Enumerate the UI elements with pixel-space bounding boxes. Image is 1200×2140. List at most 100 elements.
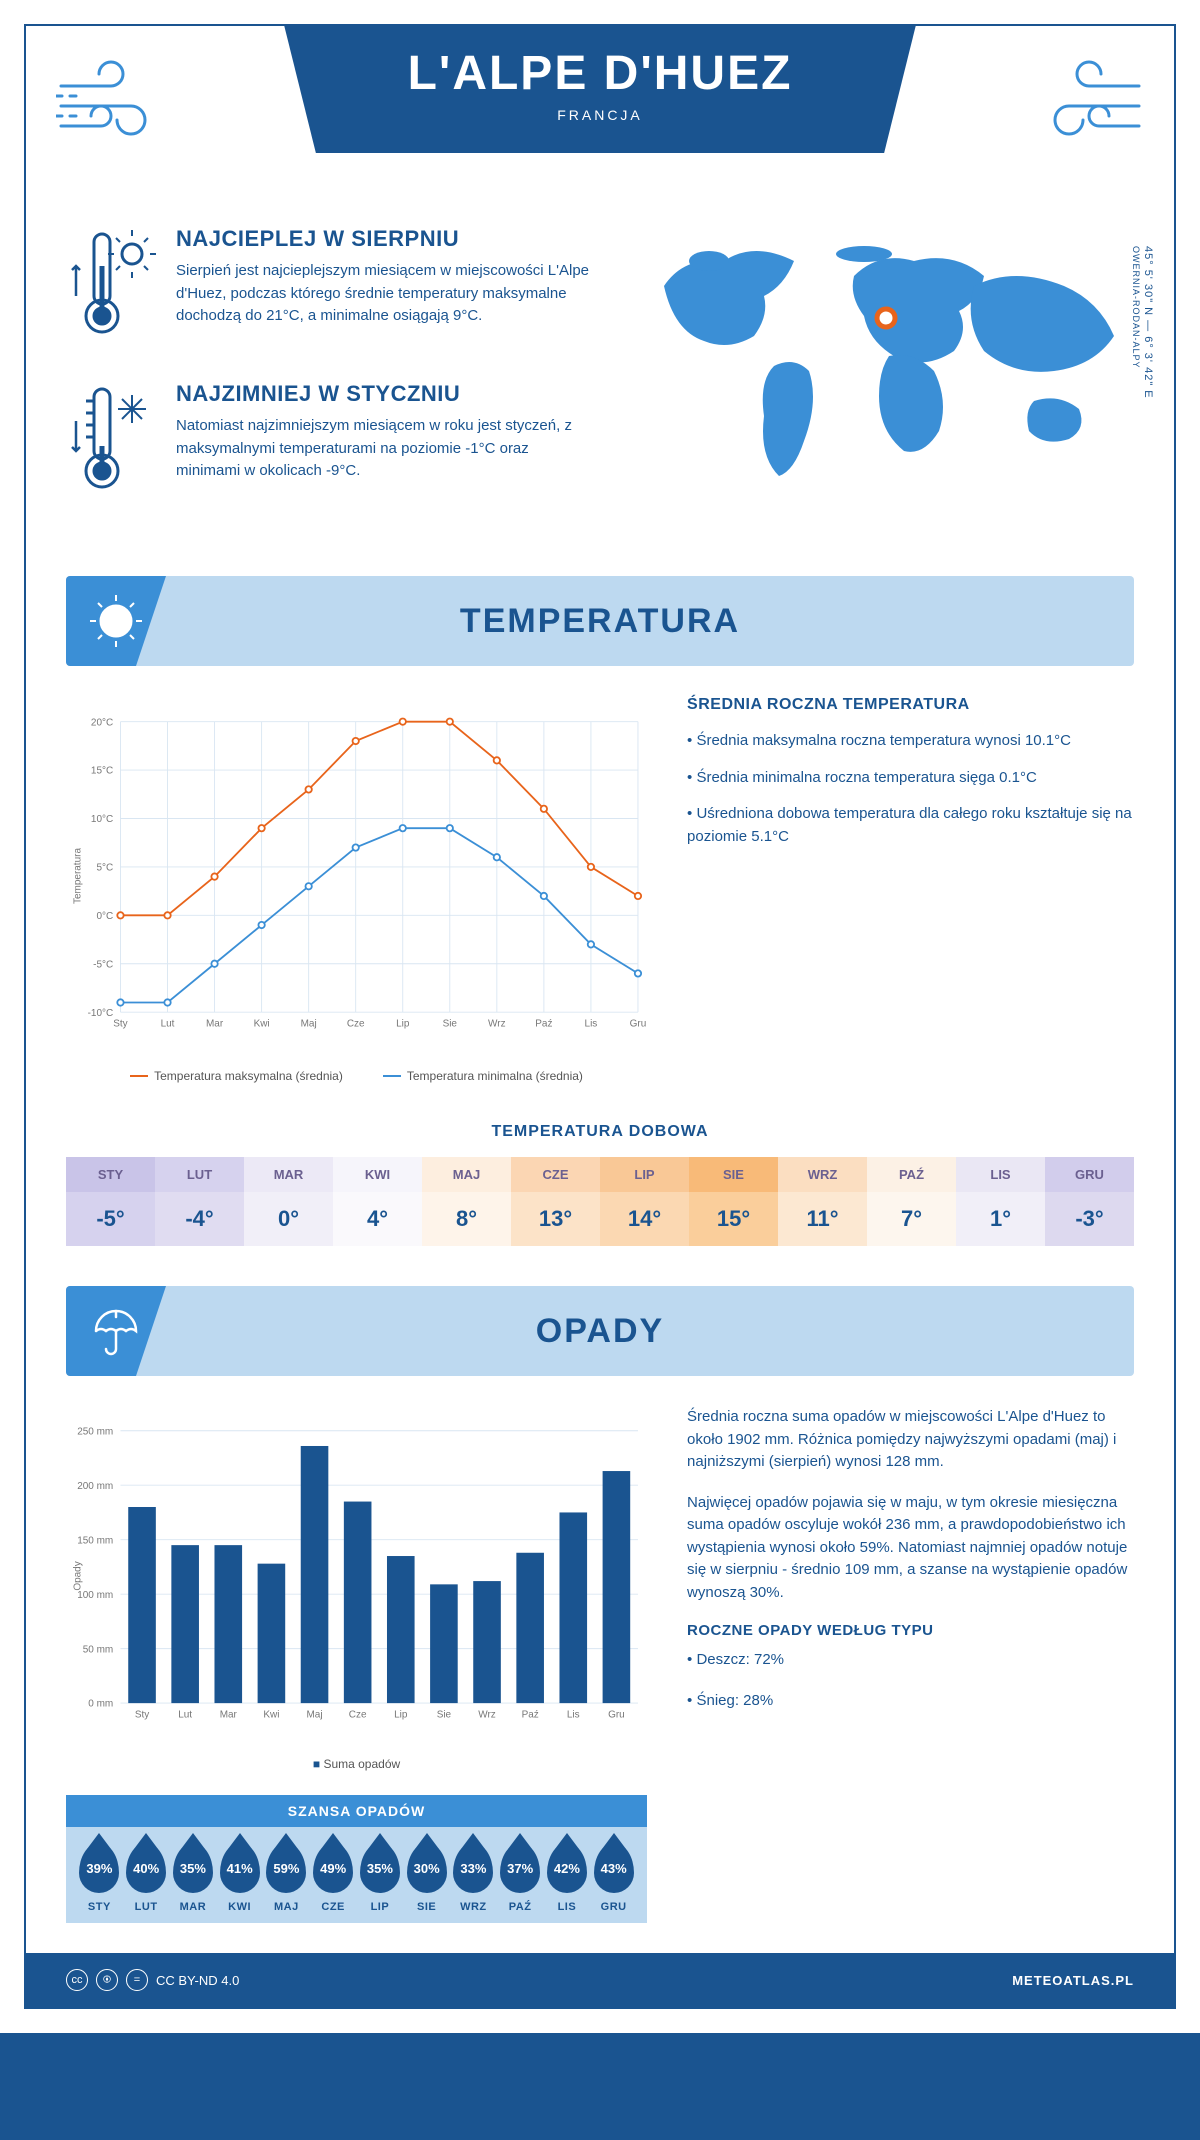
precip-type-title: ROCZNE OPADY WEDŁUG TYPU xyxy=(687,1622,1134,1639)
daily-cell: GRU-3° xyxy=(1045,1157,1134,1246)
daily-cell: STY-5° xyxy=(66,1157,155,1246)
svg-text:0 mm: 0 mm xyxy=(88,1699,113,1710)
svg-text:Lut: Lut xyxy=(178,1710,192,1721)
svg-text:Mar: Mar xyxy=(206,1019,224,1030)
svg-text:Gru: Gru xyxy=(608,1710,625,1721)
cc-icon: cc xyxy=(66,1969,88,1991)
daily-temp-table: STY-5°LUT-4°MAR0°KWI4°MAJ8°CZE13°LIP14°S… xyxy=(66,1157,1134,1246)
temp-bullet: • Średnia minimalna roczna temperatura s… xyxy=(687,767,1134,790)
svg-text:Mar: Mar xyxy=(220,1710,238,1721)
rain-chance-panel: SZANSA OPADÓW 39%STY40%LUT35%MAR41%KWI59… xyxy=(66,1795,647,1923)
svg-text:Cze: Cze xyxy=(347,1019,365,1030)
thermometer-cold-icon xyxy=(66,381,156,506)
precipitation-banner: OPADY xyxy=(66,1286,1134,1376)
svg-text:Wrz: Wrz xyxy=(478,1710,496,1721)
precipitation-chart: 0 mm50 mm100 mm150 mm200 mm250 mmStyLutM… xyxy=(66,1406,647,1923)
brand: METEOATLAS.PL xyxy=(1012,1973,1134,1988)
precip-text: Średnia roczna suma opadów w miejscowośc… xyxy=(687,1406,1134,1474)
rain-chance-drop: 59%MAJ xyxy=(266,1843,306,1913)
daily-cell: CZE13° xyxy=(511,1157,600,1246)
rain-chance-drop: 41%KWI xyxy=(220,1843,260,1913)
rain-chance-drop: 49%CZE xyxy=(313,1843,353,1913)
location-title: L'ALPE D'HUEZ xyxy=(324,46,875,101)
svg-text:Sie: Sie xyxy=(443,1019,458,1030)
daily-cell: LIP14° xyxy=(600,1157,689,1246)
wind-icon-left xyxy=(56,56,186,146)
precipitation-summary: Średnia roczna suma opadów w miejscowośc… xyxy=(687,1406,1134,1923)
daily-cell: PAŹ7° xyxy=(867,1157,956,1246)
rain-chance-drop: 35%LIP xyxy=(360,1843,400,1913)
daily-temp-title: TEMPERATURA DOBOWA xyxy=(26,1123,1174,1141)
temperature-chart: -10°C-5°C0°C5°C10°C15°C20°CStyLutMarKwiM… xyxy=(66,696,647,1083)
svg-text:200 mm: 200 mm xyxy=(77,1481,113,1492)
svg-text:Sie: Sie xyxy=(437,1710,452,1721)
rain-chance-drop: 43%GRU xyxy=(594,1843,634,1913)
svg-text:Maj: Maj xyxy=(306,1710,322,1721)
daily-cell: SIE15° xyxy=(689,1157,778,1246)
svg-text:Kwi: Kwi xyxy=(254,1019,270,1030)
precip-type: • Śnieg: 28% xyxy=(687,1690,1134,1713)
license: cc 🅯 = CC BY-ND 4.0 xyxy=(66,1969,239,1991)
coordinates: 45° 5' 30" N — 6° 3' 42" E OWERNIA-RODAN… xyxy=(1130,246,1154,399)
rain-chance-drop: 42%LIS xyxy=(547,1843,587,1913)
hottest-title: NAJCIEPLEJ W SIERPNIU xyxy=(176,226,594,252)
hottest-block: NAJCIEPLEJ W SIERPNIU Sierpień jest najc… xyxy=(66,226,594,351)
country-label: FRANCJA xyxy=(324,107,875,123)
rain-chance-drop: 40%LUT xyxy=(126,1843,166,1913)
svg-text:20°C: 20°C xyxy=(91,717,113,728)
license-text: CC BY-ND 4.0 xyxy=(156,1973,239,1988)
daily-cell: WRZ11° xyxy=(778,1157,867,1246)
rain-chance-drop: 30%SIE xyxy=(407,1843,447,1913)
coldest-text: Natomiast najzimniejszym miesiącem w rok… xyxy=(176,415,594,483)
umbrella-icon xyxy=(66,1286,166,1376)
svg-text:Lis: Lis xyxy=(567,1710,580,1721)
svg-text:Sty: Sty xyxy=(135,1710,149,1721)
sun-icon xyxy=(66,576,166,666)
temp-bullet: • Średnia maksymalna roczna temperatura … xyxy=(687,730,1134,753)
precipitation-title: OPADY xyxy=(536,1312,664,1351)
svg-text:Lut: Lut xyxy=(161,1019,175,1030)
temperature-summary: ŚREDNIA ROCZNA TEMPERATURA • Średnia mak… xyxy=(687,696,1134,1083)
rain-chance-drop: 39%STY xyxy=(79,1843,119,1913)
hottest-text: Sierpień jest najcieplejszym miesiącem w… xyxy=(176,260,594,328)
temp-chart-legend: Temperatura maksymalna (średnia) Tempera… xyxy=(66,1069,647,1083)
coldest-block: NAJZIMNIEJ W STYCZNIU Natomiast najzimni… xyxy=(66,381,594,506)
nd-icon: = xyxy=(126,1969,148,1991)
svg-text:Maj: Maj xyxy=(301,1019,317,1030)
svg-text:250 mm: 250 mm xyxy=(77,1426,113,1437)
header: L'ALPE D'HUEZ FRANCJA xyxy=(26,26,1174,206)
svg-text:10°C: 10°C xyxy=(91,814,113,825)
daily-cell: MAR0° xyxy=(244,1157,333,1246)
svg-text:-5°C: -5°C xyxy=(93,959,113,970)
daily-cell: LUT-4° xyxy=(155,1157,244,1246)
precip-type: • Deszcz: 72% xyxy=(687,1649,1134,1672)
daily-cell: LIS1° xyxy=(956,1157,1045,1246)
intro-section: NAJCIEPLEJ W SIERPNIU Sierpień jest najc… xyxy=(26,206,1174,576)
rain-chance-drop: 35%MAR xyxy=(173,1843,213,1913)
precip-text: Najwięcej opadów pojawia się w maju, w t… xyxy=(687,1492,1134,1605)
svg-text:-10°C: -10°C xyxy=(88,1008,114,1019)
bar-chart-legend: Suma opadów xyxy=(66,1757,647,1771)
svg-text:150 mm: 150 mm xyxy=(77,1535,113,1546)
svg-text:Kwi: Kwi xyxy=(263,1710,279,1721)
rain-chance-title: SZANSA OPADÓW xyxy=(66,1795,647,1827)
svg-text:Lis: Lis xyxy=(585,1019,598,1030)
temperature-title: TEMPERATURA xyxy=(460,602,740,641)
svg-text:Lip: Lip xyxy=(394,1710,408,1721)
svg-text:50 mm: 50 mm xyxy=(83,1644,113,1655)
wind-icon-right xyxy=(1014,56,1144,146)
svg-text:Sty: Sty xyxy=(113,1019,127,1030)
rain-chance-drop: 33%WRZ xyxy=(453,1843,493,1913)
temp-bullet: • Uśredniona dobowa temperatura dla całe… xyxy=(687,803,1134,848)
svg-text:Wrz: Wrz xyxy=(488,1019,506,1030)
world-map: 45° 5' 30" N — 6° 3' 42" E OWERNIA-RODAN… xyxy=(634,226,1134,536)
coldest-title: NAJZIMNIEJ W STYCZNIU xyxy=(176,381,594,407)
svg-text:Paź: Paź xyxy=(522,1710,539,1721)
daily-cell: MAJ8° xyxy=(422,1157,511,1246)
title-banner: L'ALPE D'HUEZ FRANCJA xyxy=(284,26,915,153)
svg-text:Temperatura: Temperatura xyxy=(73,848,84,904)
by-icon: 🅯 xyxy=(96,1969,118,1991)
svg-text:15°C: 15°C xyxy=(91,766,113,777)
svg-text:5°C: 5°C xyxy=(96,863,113,874)
thermometer-hot-icon xyxy=(66,226,156,351)
